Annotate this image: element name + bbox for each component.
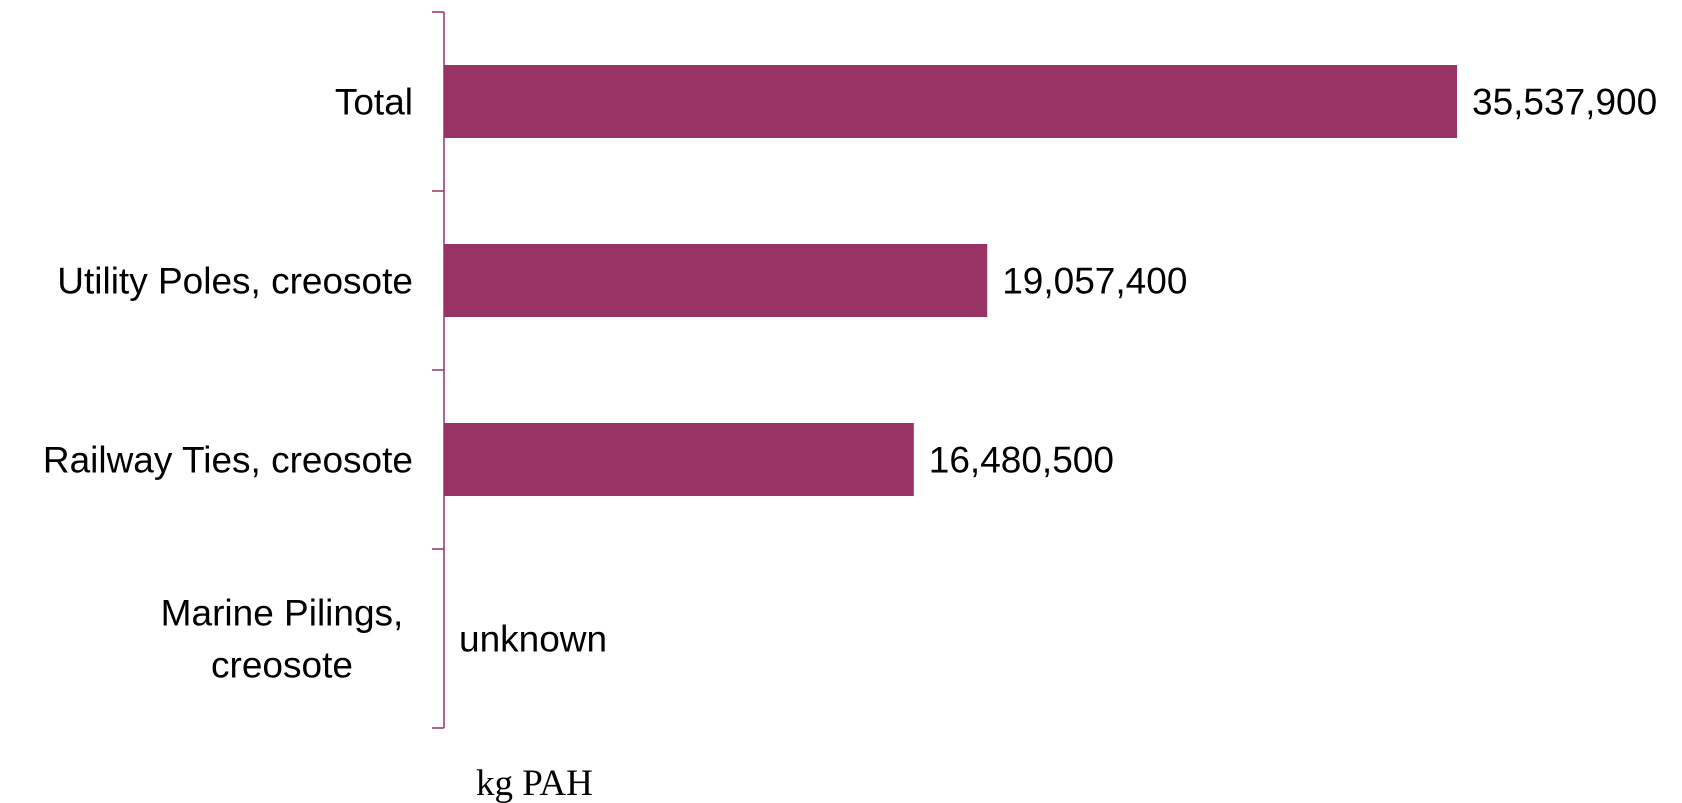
bar <box>444 65 1457 138</box>
category-labels: Total Utility Poles, creosote Railway Ties… <box>43 82 413 686</box>
value-labels: 35,537,900 19,057,400 16,480,500 unknown <box>459 82 1657 660</box>
value-label: unknown <box>459 619 607 660</box>
category-label: Total <box>335 82 413 123</box>
x-axis-title: kg PAH <box>476 763 593 803</box>
bar <box>444 244 988 317</box>
category-label: Marine Pilings, creosote <box>161 593 404 686</box>
value-label: 19,057,400 <box>1002 261 1187 302</box>
value-label: 16,480,500 <box>929 440 1114 481</box>
category-axis <box>432 11 445 729</box>
bars-group <box>444 65 1457 496</box>
category-label: Railway Ties, creosote <box>43 440 413 481</box>
value-label: 35,537,900 <box>1472 82 1657 123</box>
bar <box>444 423 914 496</box>
category-label: Utility Poles, creosote <box>57 261 413 302</box>
